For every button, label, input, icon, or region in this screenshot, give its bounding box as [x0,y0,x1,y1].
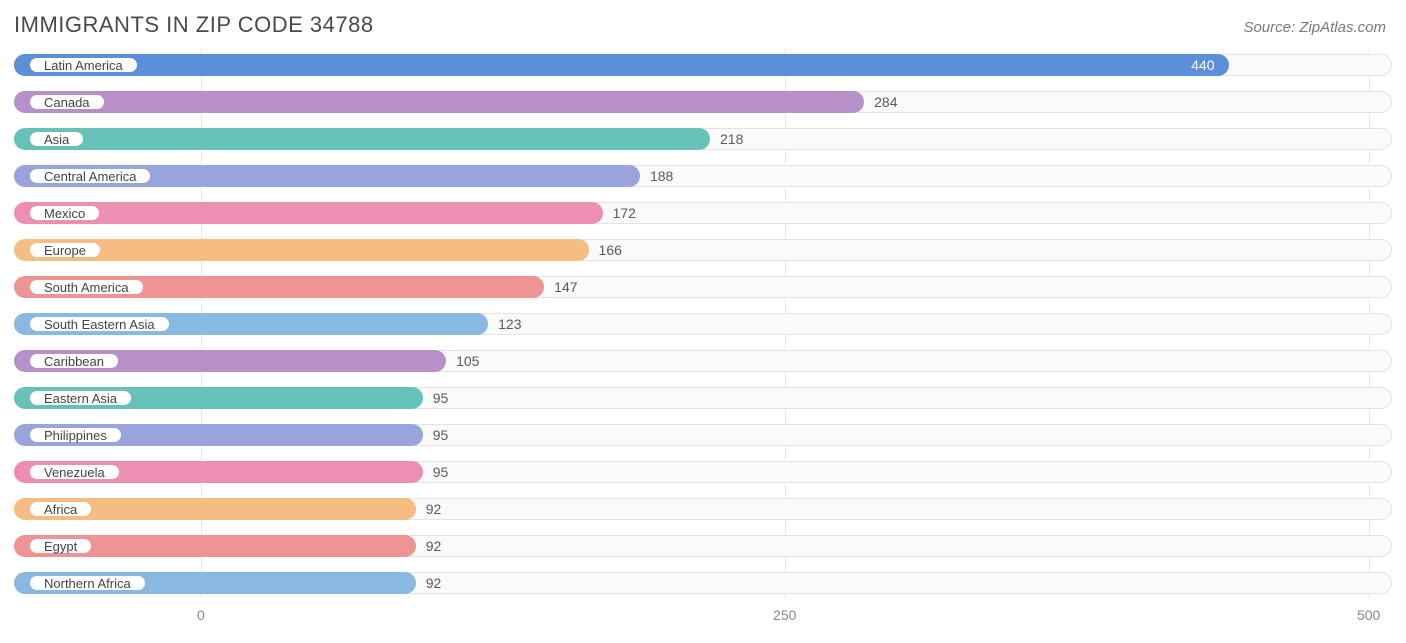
bar-row: Africa 92 [14,492,1392,525]
bar-row: Central America 188 [14,159,1392,192]
bar-row: Canada 284 [14,85,1392,118]
axis-tick-label: 0 [197,607,205,623]
bar-row: South America 147 [14,270,1392,303]
bar-row: Egypt 92 [14,529,1392,562]
bar-category-pill: Mexico [28,204,101,222]
bar-value-label: 166 [589,239,622,261]
bar-category-pill: Canada [28,93,106,111]
chart-title: IMMIGRANTS IN ZIP CODE 34788 [14,12,374,38]
bar-value-label: 284 [864,91,897,113]
bar-row: Asia 218 [14,122,1392,155]
bar-value-label: 218 [710,128,743,150]
bar-category-pill: Venezuela [28,463,121,481]
bar-category-pill: South America [28,278,145,296]
bar-row: South Eastern Asia 123 [14,307,1392,340]
chart-bars-container: Latin America 440 Canada 284 Asia 218 Central … [14,48,1392,599]
bar-value-label: 92 [416,572,442,594]
bar-fill [14,202,603,224]
chart-plot-area: Latin America 440 Canada 284 Asia 218 Central … [14,48,1392,599]
bar-category-pill: Caribbean [28,352,120,370]
bar-value-label: 105 [446,350,479,372]
bar-row: Northern Africa 92 [14,566,1392,599]
bar-category-pill: Eastern Asia [28,389,133,407]
bar-category-pill: Philippines [28,426,123,444]
bar-value-label: 92 [416,535,442,557]
bar-value-label: 95 [423,424,449,446]
bar-value-label: 95 [423,387,449,409]
bar-row: Venezuela 95 [14,455,1392,488]
chart-header: IMMIGRANTS IN ZIP CODE 34788 Source: Zip… [0,0,1406,44]
bar-value-label: 123 [488,313,521,335]
bar-value-label: 95 [423,461,449,483]
bar-category-pill: Africa [28,500,93,518]
bar-fill [14,128,710,150]
bar-value-label: 440 [1191,54,1228,76]
axis-tick-label: 500 [1357,607,1380,623]
bar-fill [14,54,1229,76]
bar-category-pill: Asia [28,130,85,148]
chart-x-axis: 0 250 500 [14,603,1392,633]
bar-row: Mexico 172 [14,196,1392,229]
bar-category-pill: Europe [28,241,102,259]
bar-category-pill: South Eastern Asia [28,315,171,333]
chart-source: Source: ZipAtlas.com [1243,19,1386,36]
bar-fill [14,91,864,113]
bar-row: Caribbean 105 [14,344,1392,377]
bar-value-label: 92 [416,498,442,520]
bar-category-pill: Central America [28,167,152,185]
bar-value-label: 188 [640,165,673,187]
bar-row: Eastern Asia 95 [14,381,1392,414]
bar-row: Philippines 95 [14,418,1392,451]
bar-value-label: 172 [603,202,636,224]
bar-category-pill: Latin America [28,56,139,74]
bar-category-pill: Egypt [28,537,93,555]
bar-row: Latin America 440 [14,48,1392,81]
bar-row: Europe 166 [14,233,1392,266]
axis-tick-label: 250 [773,607,796,623]
bar-value-label: 147 [544,276,577,298]
bar-category-pill: Northern Africa [28,574,147,592]
